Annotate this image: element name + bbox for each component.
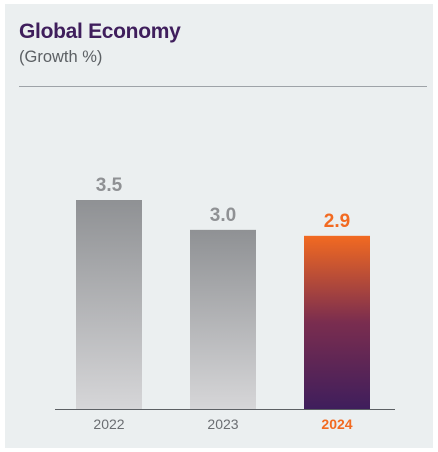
header-divider [19,86,427,87]
bar-chart: 3.5 2022 3.0 2023 2.9 2024 [55,175,395,432]
chart-title: Global Economy [19,20,181,43]
x-tick-label-2023: 2023 [207,416,238,432]
value-label-2022: 3.5 [96,175,123,196]
value-label-2023: 3.0 [210,205,236,226]
x-tick-label-2024: 2024 [321,416,352,432]
value-label-2024: 2.9 [324,211,350,232]
bar-2024 [304,235,370,409]
bars-group: 3.5 2022 3.0 2023 2.9 2024 [76,175,370,432]
x-tick-label-2022: 2022 [93,416,124,432]
bar-2023 [190,229,256,409]
chart-subtitle: (Growth %) [19,48,103,66]
chart-card: Global Economy (Growth %) 3.5 2022 3.0 2023… [5,4,433,448]
bar-2022 [76,200,142,409]
